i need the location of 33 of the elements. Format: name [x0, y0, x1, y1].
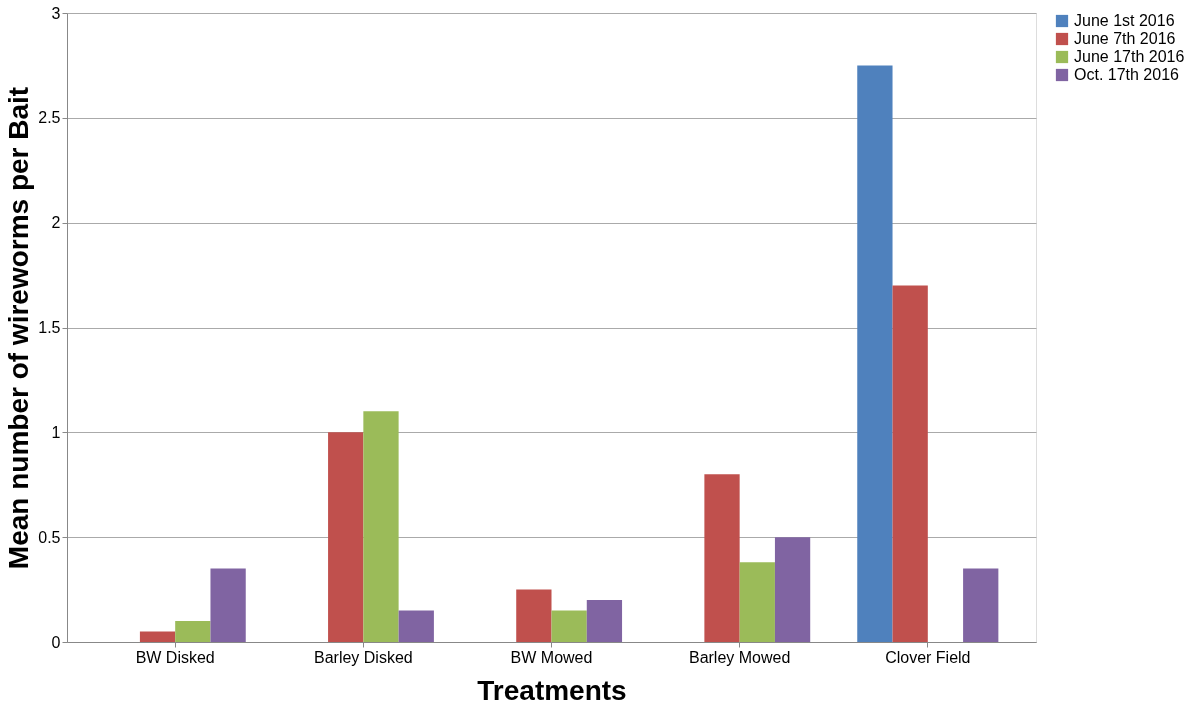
- x-axis-title: Treatments: [477, 674, 627, 706]
- legend-label: June 7th 2016: [1074, 30, 1176, 47]
- x-tick-label: Clover Field: [885, 648, 971, 666]
- x-tick-label: BW Mowed: [510, 648, 593, 666]
- bar: [210, 568, 246, 642]
- y-tick-label: 3: [51, 4, 61, 22]
- bar: [551, 610, 587, 642]
- bar: [963, 568, 999, 642]
- x-tick-label: BW Disked: [135, 648, 215, 666]
- y-tick-label: 1.5: [38, 319, 61, 336]
- bar: [739, 562, 775, 642]
- bar: [774, 537, 811, 642]
- bar: [857, 65, 893, 642]
- y-tick-label: 0: [51, 633, 61, 651]
- bar: [892, 285, 928, 642]
- x-tick-label: Barley Mowed: [688, 648, 791, 666]
- y-tick-label: 2: [51, 214, 61, 232]
- y-tick-label: 0.5: [38, 528, 61, 546]
- legend-label: Oct. 17th 2016: [1074, 66, 1180, 83]
- bar: [363, 411, 399, 642]
- bar: [398, 610, 434, 642]
- legend-label: June 1st 2016: [1074, 12, 1175, 29]
- bar: [175, 621, 211, 642]
- y-axis-title: Mean number of wireworms per Bait: [3, 86, 35, 570]
- legend-label: June 17th 2016: [1074, 48, 1185, 65]
- bar: [704, 474, 740, 642]
- y-tick-label: 1: [51, 423, 61, 441]
- bar: [139, 631, 176, 642]
- bar: [586, 600, 623, 642]
- bar: [516, 589, 552, 642]
- x-tick-label: Barley Disked: [313, 648, 413, 666]
- y-tick-label: 2.5: [38, 109, 61, 127]
- bar: [328, 432, 364, 642]
